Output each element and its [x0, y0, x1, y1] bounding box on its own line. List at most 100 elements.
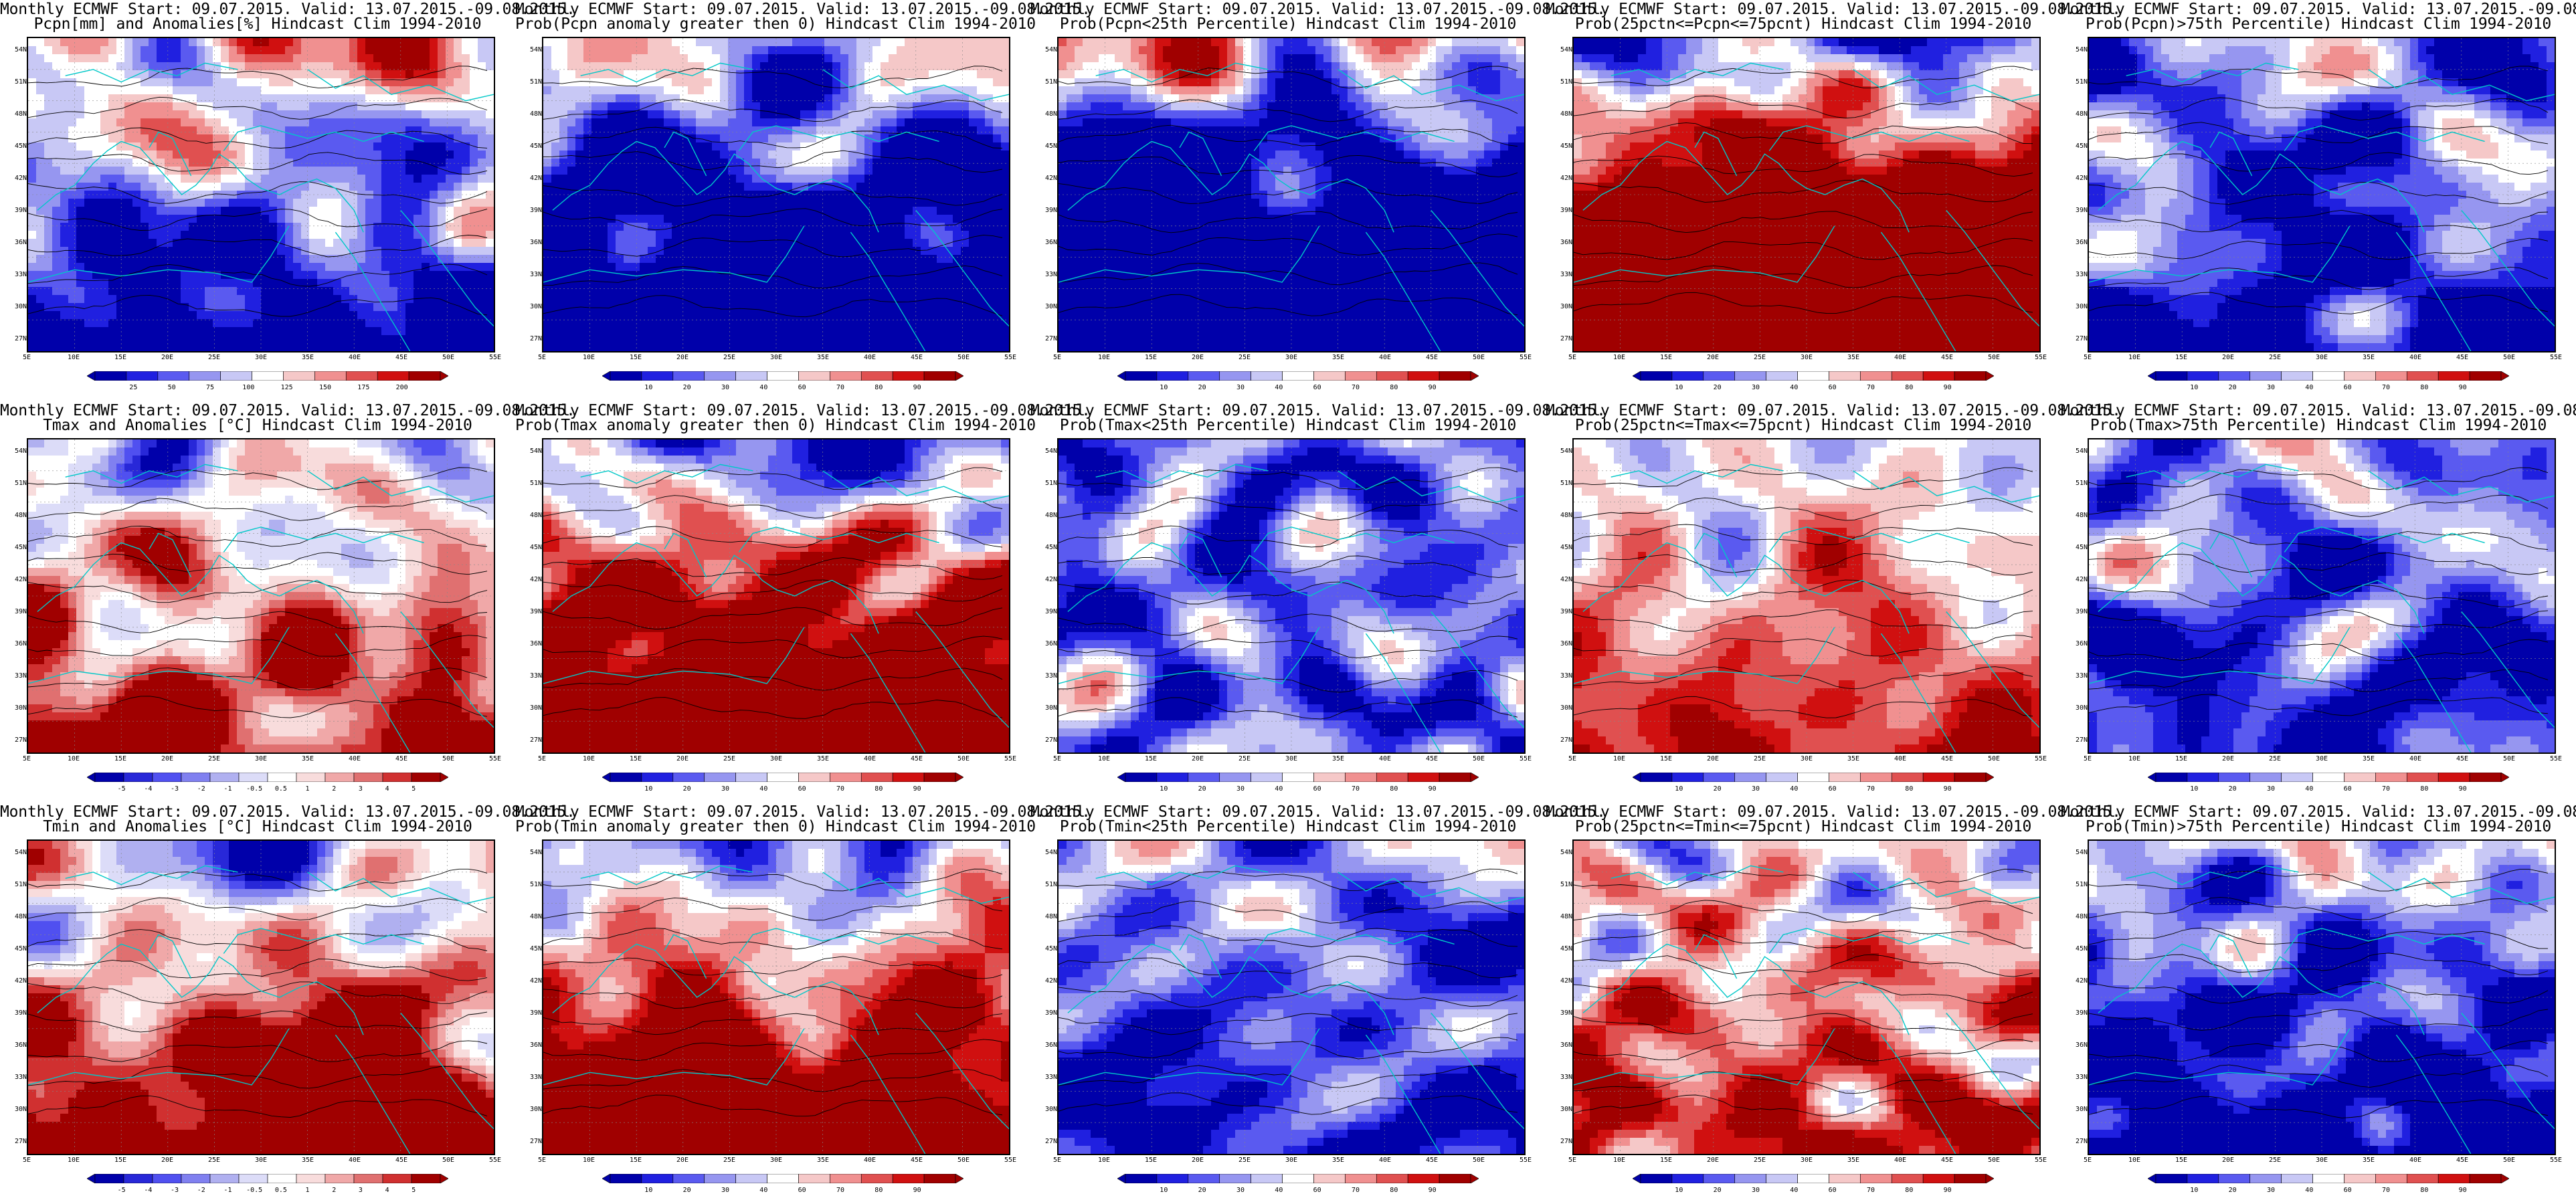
latitude-label: 48N: [1034, 512, 1057, 519]
longitude-label: 15E: [630, 1157, 642, 1164]
colorbar-label: 175: [357, 385, 369, 391]
map-panel: Monthly ECMWF Start: 09.07.2015. Valid: …: [0, 803, 575, 1204]
panel-title-line2: Prob(Tmin)>75th Percentile) Hindcast Cli…: [2061, 819, 2576, 835]
latitude-label: 42N: [519, 978, 542, 985]
longitude-label: 15E: [2175, 1157, 2187, 1164]
latitude-label: 54N: [1550, 47, 1572, 54]
latitude-label: 54N: [4, 47, 27, 54]
latitude-label: 54N: [1034, 47, 1057, 54]
forecast-map: [1057, 37, 1526, 353]
colorbar-label: 30: [1752, 385, 1760, 391]
latitude-label: 33N: [1550, 1074, 1572, 1081]
colorbar-label: 5: [411, 1187, 416, 1194]
longitude-label: 45E: [395, 1157, 407, 1164]
longitude-label: 35E: [817, 756, 829, 763]
longitude-label: 30E: [2316, 756, 2328, 763]
map-panel: Monthly ECMWF Start: 09.07.2015. Valid: …: [1030, 401, 1606, 803]
anomaly-field: [543, 439, 1009, 752]
latitude-label: 39N: [1034, 609, 1057, 615]
colorbar-label: 90: [1944, 786, 1952, 793]
map-panel: Monthly ECMWF Start: 09.07.2015. Valid: …: [1030, 0, 1606, 401]
colorbar-label: 0.5: [275, 786, 287, 793]
longitude-label: 35E: [2363, 355, 2375, 361]
latitude-label: 48N: [4, 111, 27, 118]
longitude-label: 55E: [1004, 355, 1016, 361]
longitude-label: 10E: [2128, 355, 2140, 361]
latitude-label: 27N: [2065, 737, 2088, 744]
longitude-label: 15E: [1660, 1157, 1672, 1164]
longitude-label: 10E: [1098, 355, 1110, 361]
latitude-label: 54N: [1550, 448, 1572, 455]
latitude-label: 51N: [1550, 79, 1572, 86]
latitude-label: 42N: [519, 175, 542, 182]
longitude-label: 35E: [1847, 355, 1859, 361]
colorbar-label: 70: [1867, 385, 1875, 391]
latitude-label: 54N: [4, 448, 27, 455]
latitude-label: 45N: [1550, 946, 1572, 952]
longitude-label: 30E: [1801, 756, 1813, 763]
colorbar-label: 1: [306, 786, 310, 793]
colorbar-label: 60: [1313, 385, 1321, 391]
colorbar-label: 30: [2267, 385, 2275, 391]
colorbar-label: -1: [223, 786, 232, 793]
colorbar-label: 90: [1944, 385, 1952, 391]
longitude-label: 5E: [1053, 1157, 1061, 1164]
longitude-label: 30E: [255, 1157, 267, 1164]
colorbar-label: 40: [2305, 1187, 2313, 1194]
colorbar-label: 20: [1198, 385, 1206, 391]
longitude-label: 40E: [349, 756, 361, 763]
colorbar-label: 70: [1867, 786, 1875, 793]
latitude-label: 30N: [519, 1106, 542, 1113]
latitude-label: 51N: [1034, 480, 1057, 487]
colorbar-label: 70: [2382, 1187, 2390, 1194]
longitude-label: 55E: [489, 1157, 501, 1164]
forecast-map: [1572, 839, 2041, 1155]
colorbar-label: -3: [171, 786, 179, 793]
anomaly-field: [1574, 841, 2039, 1154]
latitude-label: 51N: [519, 79, 542, 86]
longitude-label: 30E: [1285, 355, 1297, 361]
longitude-label: 10E: [1098, 756, 1110, 763]
latitude-label: 39N: [1550, 1010, 1572, 1017]
colorbar-label: 80: [875, 786, 883, 793]
panel-title-line1: Monthly ECMWF Start: 09.07.2015. Valid: …: [515, 1, 1091, 17]
colorbar-label: 40: [1275, 1187, 1283, 1194]
colorbar-label: -5: [118, 786, 126, 793]
latitude-label: 39N: [2065, 609, 2088, 615]
longitude-label: 10E: [583, 355, 595, 361]
colorbar-label: 30: [1236, 786, 1245, 793]
colorbar-label: 80: [1390, 1187, 1398, 1194]
colorbar-label: 70: [1867, 1187, 1875, 1194]
colorbar-label: 20: [2229, 1187, 2237, 1194]
longitude-label: 55E: [2550, 1157, 2562, 1164]
latitude-label: 42N: [1550, 978, 1572, 985]
colorbar-label: 80: [2420, 385, 2428, 391]
latitude-label: 30N: [4, 1106, 27, 1113]
map-panel: Monthly ECMWF Start: 09.07.2015. Valid: …: [1546, 401, 2121, 803]
colorbar: [1117, 773, 1479, 782]
panel-title-line2: Prob(Tmin<25th Percentile) Hindcast Clim…: [1030, 819, 1546, 835]
longitude-label: 5E: [1568, 355, 1576, 361]
colorbar-label: 60: [1829, 385, 1837, 391]
longitude-label: 15E: [114, 756, 126, 763]
latitude-label: 27N: [1550, 1138, 1572, 1145]
colorbar-label: 40: [2305, 385, 2313, 391]
longitude-label: 25E: [208, 355, 220, 361]
longitude-label: 10E: [2128, 756, 2140, 763]
longitude-label: 50E: [2503, 355, 2515, 361]
latitude-label: 45N: [1034, 143, 1057, 150]
longitude-label: 10E: [68, 1157, 80, 1164]
panel-title-line2: Prob(Tmax>75th Percentile) Hindcast Clim…: [2061, 417, 2576, 433]
colorbar-label: 10: [1675, 786, 1683, 793]
panel-title-line2: Pcpn[mm] and Anomalies[%] Hindcast Clim …: [0, 16, 515, 32]
longitude-label: 10E: [68, 355, 80, 361]
longitude-label: 15E: [1145, 355, 1157, 361]
colorbar-label: 80: [1905, 1187, 1913, 1194]
colorbar-label: 40: [759, 1187, 767, 1194]
longitude-label: 50E: [1988, 355, 2000, 361]
longitude-label: 45E: [1426, 756, 1438, 763]
longitude-label: 20E: [2222, 756, 2234, 763]
longitude-label: 45E: [1426, 355, 1438, 361]
colorbar-label: 20: [2229, 786, 2237, 793]
colorbar-label: 80: [1390, 385, 1398, 391]
